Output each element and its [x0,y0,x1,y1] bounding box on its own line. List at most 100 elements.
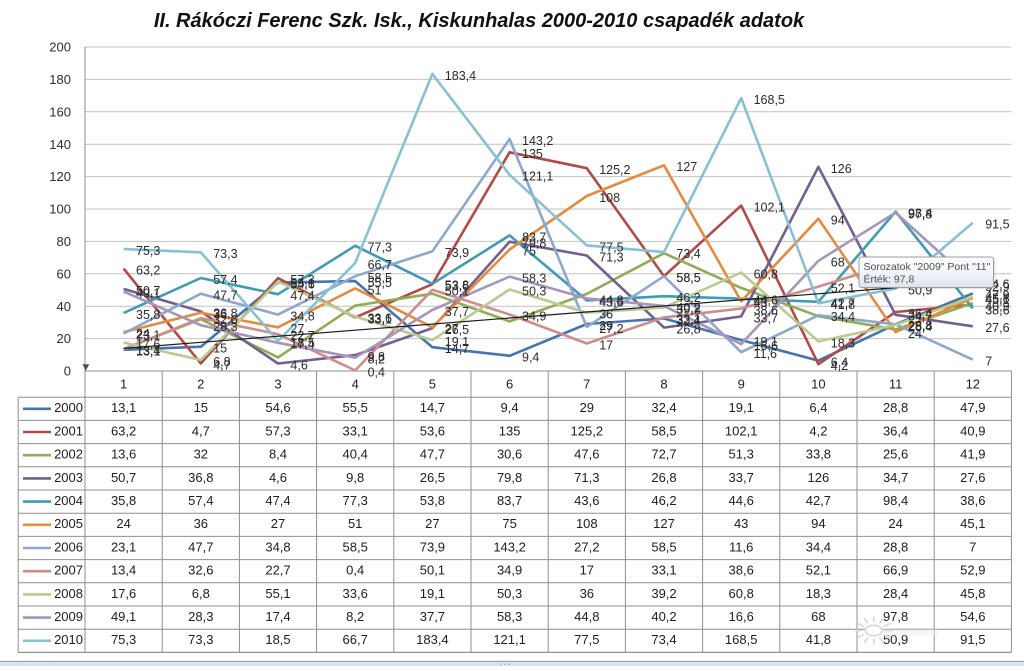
svg-text:102,1: 102,1 [725,423,758,438]
svg-text:47,7: 47,7 [213,289,237,303]
svg-text:47,4: 47,4 [265,493,290,508]
svg-text:94: 94 [811,516,825,531]
svg-text:42,7: 42,7 [831,297,855,311]
svg-text:1: 1 [120,377,127,392]
svg-text:11,6: 11,6 [754,347,777,361]
svg-text:50,9: 50,9 [883,632,908,647]
svg-text:66,9: 66,9 [883,563,908,578]
svg-text:102,1: 102,1 [754,201,785,215]
svg-text:3: 3 [274,377,281,392]
svg-text:140: 140 [49,137,71,152]
svg-text:2002: 2002 [54,447,83,462]
svg-text:94: 94 [831,214,845,228]
svg-text:41,9: 41,9 [960,447,985,462]
svg-text:36: 36 [580,586,594,601]
svg-text:0: 0 [64,364,71,379]
svg-text:52,1: 52,1 [806,563,831,578]
svg-text:13,4: 13,4 [111,563,136,578]
svg-text:28,8: 28,8 [908,319,932,333]
svg-text:58,3: 58,3 [497,609,522,624]
svg-text:26,5: 26,5 [420,470,445,485]
svg-text:2006: 2006 [54,539,83,554]
svg-text:32: 32 [194,447,208,462]
svg-text:37,7: 37,7 [420,609,445,624]
svg-text:27,2: 27,2 [574,539,599,554]
svg-text:75,3: 75,3 [111,632,136,647]
svg-text:40,2: 40,2 [651,609,676,624]
svg-text:19,1: 19,1 [754,335,778,349]
svg-text:2005: 2005 [54,516,83,531]
svg-text:43: 43 [754,296,768,310]
svg-text:37,7: 37,7 [445,305,469,319]
svg-text:19,1: 19,1 [420,586,445,601]
svg-text:55,5: 55,5 [368,276,392,290]
svg-text:63,2: 63,2 [111,423,136,438]
svg-text:108: 108 [576,516,598,531]
svg-text:17,4: 17,4 [290,338,314,352]
svg-text:9,8: 9,8 [368,350,385,364]
svg-text:135: 135 [499,423,521,438]
svg-text:13,4: 13,4 [136,344,160,358]
svg-text:47,9: 47,9 [960,400,985,415]
svg-text:32,4: 32,4 [676,313,700,327]
svg-text:17: 17 [599,338,613,352]
svg-text:24: 24 [888,516,902,531]
svg-text:63,2: 63,2 [136,264,160,278]
svg-text:27,2: 27,2 [599,322,623,336]
svg-text:77,3: 77,3 [368,241,392,255]
svg-text:46,2: 46,2 [651,493,676,508]
svg-text:9: 9 [738,377,745,392]
svg-text:40: 40 [57,299,71,314]
svg-text:41,8: 41,8 [831,298,855,312]
svg-text:52,9: 52,9 [960,563,985,578]
svg-text:33,7: 33,7 [729,470,754,485]
svg-text:75,3: 75,3 [136,244,160,258]
svg-text:51: 51 [348,516,362,531]
svg-text:183,4: 183,4 [416,632,449,647]
svg-text:15: 15 [194,400,208,415]
svg-text:135: 135 [522,147,543,161]
svg-text:32,6: 32,6 [213,313,237,327]
svg-text:160: 160 [49,104,71,119]
svg-text:49,1: 49,1 [136,286,160,300]
svg-text:28,8: 28,8 [908,319,932,333]
svg-text:36,4: 36,4 [908,307,932,321]
svg-text:6,8: 6,8 [213,355,230,369]
svg-text:34,9: 34,9 [497,563,522,578]
svg-text:22,7: 22,7 [290,329,314,343]
svg-text:53,8: 53,8 [445,279,469,293]
svg-text:28,4: 28,4 [908,320,932,334]
svg-text:27,6: 27,6 [960,470,985,485]
svg-text:77,5: 77,5 [574,632,599,647]
svg-text:58,5: 58,5 [343,539,368,554]
svg-text:57,3: 57,3 [265,423,290,438]
svg-text:24: 24 [116,516,130,531]
svg-text:32,6: 32,6 [188,563,213,578]
svg-text:57,3: 57,3 [290,273,314,287]
svg-text:108: 108 [599,191,620,205]
svg-text:79,8: 79,8 [497,470,522,485]
svg-text:38,6: 38,6 [754,303,778,317]
svg-text:47,7: 47,7 [188,539,213,554]
svg-text:125,2: 125,2 [571,423,604,438]
svg-text:45,8: 45,8 [960,586,985,601]
svg-text:79,8: 79,8 [522,237,546,251]
svg-text:6,4: 6,4 [809,400,827,415]
svg-text:73,3: 73,3 [213,247,237,261]
svg-text:98,4: 98,4 [908,207,932,221]
svg-text:58,5: 58,5 [368,271,392,285]
svg-text:100: 100 [49,202,71,217]
svg-text:24: 24 [908,327,922,341]
svg-text:120: 120 [49,169,71,184]
svg-text:40,9: 40,9 [960,423,985,438]
svg-text:7: 7 [969,539,976,554]
svg-text:28,3: 28,3 [188,609,213,624]
svg-text:60: 60 [57,266,71,281]
svg-text:71,3: 71,3 [574,470,599,485]
svg-text:40,4: 40,4 [343,447,368,462]
svg-text:91,5: 91,5 [985,218,1009,232]
svg-text:2003: 2003 [54,470,83,485]
svg-text:51: 51 [368,283,382,297]
svg-text:22,7: 22,7 [265,563,290,578]
svg-text:Érték: 97,8: Érték: 97,8 [864,273,915,286]
